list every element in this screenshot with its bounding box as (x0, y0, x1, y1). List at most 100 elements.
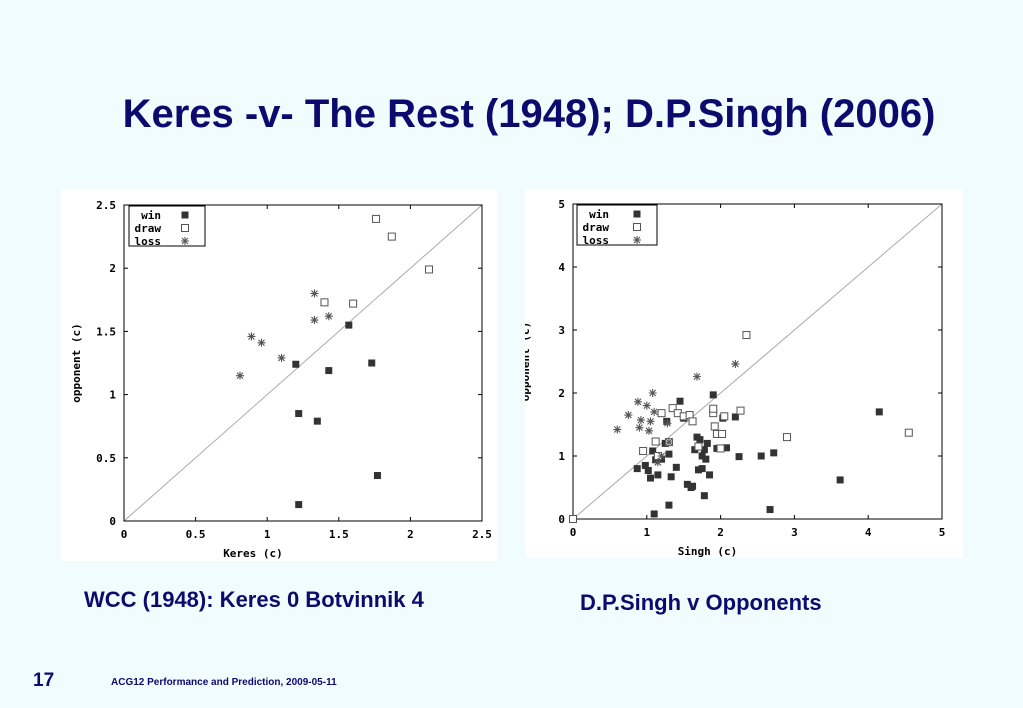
singh-legend-label-loss: loss (583, 234, 610, 247)
chart-keres: 0 0.5 1 1.5 2 2.5 0 0.5 1 1.5 2 2.5 Keres (c) opponen… (61, 190, 497, 561)
singh-point-draw (718, 429, 727, 438)
keres-x-tick-label: 2 (407, 528, 414, 541)
singh-point-loss (646, 417, 655, 426)
keres-plot-frame (123, 204, 483, 522)
singh-y-tick-label: 5 (558, 198, 565, 211)
singh-point-draw (736, 406, 745, 415)
singh-point-loss (636, 416, 645, 425)
keres-point-loss (235, 371, 244, 380)
keres-series-draw (320, 214, 434, 308)
slide-number: 17 (33, 670, 55, 691)
keres-point-win (292, 360, 300, 368)
keres-y-tick-label: 0.5 (96, 452, 116, 465)
keres-series-loss (235, 289, 333, 380)
singh-point-draw (569, 515, 577, 523)
footer-text: ACG12 Performance and Prediction, 2009-0… (111, 677, 337, 688)
singh-point-win (766, 506, 774, 514)
keres-y-tick-label: 0 (109, 515, 116, 528)
singh-point-win (654, 471, 662, 479)
keres-point-loss (277, 353, 286, 362)
singh-point-win (644, 466, 652, 474)
caption-singh: D.P.Singh v Opponents (580, 590, 822, 615)
keres-legend-marker-win (181, 211, 189, 219)
singh-point-draw (710, 422, 719, 431)
singh-point-win (700, 446, 708, 454)
singh-point-draw (688, 417, 697, 426)
keres-point-loss (247, 332, 256, 341)
keres-x-tick-label: 2.5 (472, 528, 492, 541)
singh-point-loss (657, 452, 666, 460)
singh-point-win (663, 417, 671, 425)
singh-point-loss (645, 426, 654, 435)
singh-x-tick-label: 0 (570, 526, 577, 539)
chart-singh: 0 1 2 3 4 5 0 1 2 3 4 5 Singh (c) opponent (c) win draw… (525, 190, 963, 558)
keres-diagonal-line (123, 204, 483, 522)
singh-point-loss (664, 438, 673, 447)
singh-x-axis-label: Singh (c) (678, 545, 738, 558)
singh-point-win (650, 510, 658, 518)
singh-x-tick-label: 3 (791, 526, 798, 539)
singh-point-loss (648, 389, 657, 397)
keres-y-tick-label: 2.5 (96, 199, 116, 212)
singh-point-loss (650, 407, 659, 416)
keres-point-loss (324, 312, 333, 321)
keres-x-tick-label: 1.5 (329, 528, 349, 541)
singh-point-loss (653, 458, 662, 467)
singh-point-win (706, 471, 714, 479)
singh-diagonal-line (572, 203, 943, 520)
keres-legend-box (128, 205, 206, 247)
singh-point-win (696, 436, 704, 444)
singh-point-draw (651, 437, 660, 446)
singh-point-win (683, 480, 691, 488)
singh-series-loss (613, 360, 740, 467)
singh-point-win (723, 444, 731, 452)
keres-point-loss (310, 316, 319, 325)
keres-point-win (345, 321, 353, 329)
singh-x-tick-label: 2 (717, 526, 724, 539)
singh-point-win (698, 465, 706, 473)
singh-point-win (731, 413, 739, 421)
singh-point-loss (642, 401, 651, 410)
keres-legend-label-win: win (141, 209, 161, 222)
keres-point-draw (387, 232, 396, 241)
keres-point-win (295, 501, 303, 509)
singh-point-draw (709, 404, 718, 413)
singh-point-win (641, 461, 649, 469)
keres-point-win (325, 367, 333, 375)
singh-point-win (665, 501, 673, 509)
keres-point-win (373, 471, 381, 479)
singh-point-draw (657, 409, 666, 418)
singh-series-draw (569, 331, 913, 523)
singh-point-win (875, 408, 883, 416)
singh-point-draw (720, 412, 729, 421)
singh-point-win (757, 452, 765, 460)
keres-legend-marker-draw (181, 224, 189, 232)
singh-point-draw (783, 433, 792, 442)
keres-y-axis-label: opponent (c) (70, 323, 83, 402)
slide-title: Keres -v- The Rest (1948); D.P.Singh (20… (122, 92, 936, 136)
singh-point-win (676, 397, 684, 405)
chart-singh-svg: 0 1 2 3 4 5 0 1 2 3 4 5 Singh (c) opponent (c) windraw… (525, 198, 946, 558)
singh-point-win (687, 484, 695, 491)
keres-x-tick-label: 0 (121, 528, 128, 541)
singh-point-draw (716, 444, 725, 453)
singh-y-tick-label: 4 (558, 261, 565, 274)
singh-point-draw (639, 446, 648, 455)
keres-legend-marker-loss (181, 237, 189, 245)
singh-point-loss (633, 397, 642, 406)
singh-point-draw (742, 331, 751, 340)
keres-x-axis-label: Keres (c) (223, 547, 283, 560)
singh-point-win (702, 455, 710, 463)
singh-legend-marker-loss (633, 236, 641, 244)
singh-point-draw (694, 442, 703, 451)
keres-point-loss (310, 289, 319, 298)
singh-point-loss (663, 419, 672, 428)
singh-legend-label-draw: draw (583, 221, 610, 234)
keres-point-win (295, 410, 303, 418)
singh-x-tick-label: 5 (939, 526, 946, 539)
keres-x-tick-label: 0.5 (186, 528, 206, 541)
keres-point-draw (320, 298, 329, 307)
singh-point-draw (904, 428, 913, 437)
singh-legend-box (576, 204, 658, 246)
